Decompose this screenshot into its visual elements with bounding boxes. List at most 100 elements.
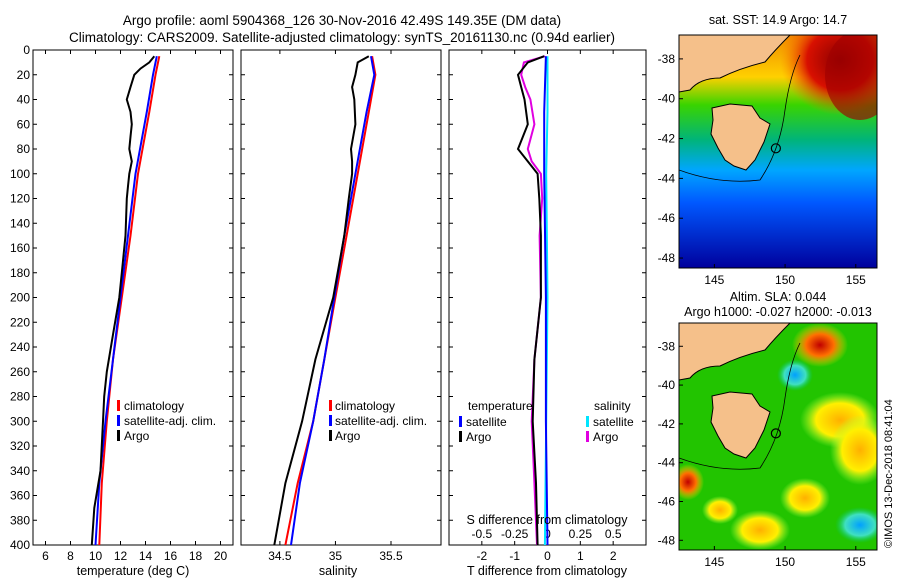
latitude-tick-label: -38 — [658, 52, 676, 66]
legend-swatch-climatology — [329, 400, 332, 411]
temperature-tick-labels: 6 8 10 12 14 16 18 20 — [42, 50, 227, 563]
latitude-tick-label: -44 — [658, 456, 676, 470]
x-tick-label: 34.5 — [268, 549, 292, 563]
sla-high-1 — [792, 323, 848, 367]
sla-map-title: Altim. SLA: 0.044 — [730, 290, 827, 304]
legend-label-satellite: satellite-adj. clim. — [124, 414, 216, 428]
latitude-tick-label: -40 — [658, 92, 676, 106]
legend-label-climatology: climatology — [335, 399, 395, 413]
s-diff-tick-label: 0.5 — [605, 527, 622, 541]
depth-tick-label: 200 — [10, 291, 30, 305]
figure-title-line1: Argo profile: aoml 5904368_126 30-Nov-20… — [123, 13, 561, 28]
shelf-contour — [679, 342, 801, 470]
argo-temperature-line — [90, 55, 156, 545]
longitude-tick-label: 145 — [704, 273, 724, 287]
sla-high-5 — [830, 415, 877, 485]
sla-high-4 — [780, 478, 830, 518]
sla-low-1 — [777, 359, 813, 391]
sst-map-frame — [678, 34, 878, 269]
x-tick-label: 12 — [114, 549, 128, 563]
climatology-salinity-line — [284, 56, 377, 545]
s-diff-tick-label: -0.25 — [501, 527, 529, 541]
depth-tick-label: 40 — [17, 93, 31, 107]
legend-label-argo: Argo — [335, 429, 361, 443]
latitude-tick-label: -40 — [658, 378, 676, 392]
longitude-tick-label: 155 — [846, 555, 866, 569]
latitude-tick-label: -48 — [658, 251, 676, 265]
temperature-axes-frame — [32, 49, 234, 546]
tasmania — [710, 103, 771, 171]
sla-high-3 — [679, 464, 704, 500]
salinity-axes-frame — [240, 49, 442, 546]
mainland-australia — [679, 35, 791, 93]
argo-salinity-line — [273, 55, 370, 545]
x-tick-label: 35.5 — [379, 549, 403, 563]
sla-map-frame — [678, 322, 878, 551]
latitude-tick-label: -44 — [658, 171, 676, 185]
depth-tick-label: 0 — [23, 43, 30, 57]
sla-map-image — [679, 323, 877, 550]
legend-swatch-climatology — [117, 400, 120, 411]
legend-label-satellite: satellite-adj. clim. — [335, 414, 427, 428]
s-difference-tick-labels: -0.5 -0.25 0 0.25 0.5 — [471, 527, 621, 541]
depth-tick-label: 120 — [10, 192, 30, 206]
x-tick-label: 35 — [329, 549, 343, 563]
x-tick-label: 8 — [67, 549, 74, 563]
depth-tick-label: 60 — [17, 117, 31, 131]
x-tick-label: -1 — [509, 549, 520, 563]
sla-high-7 — [702, 496, 738, 524]
x-tick-label: 14 — [139, 549, 153, 563]
latitude-tick-label: -42 — [658, 132, 676, 146]
x-tick-label: 6 — [42, 549, 49, 563]
depth-tick-label: 280 — [10, 390, 30, 404]
longitude-tick-label: 145 — [704, 555, 724, 569]
sla-map-latitude-ticks: -38 -40 -42 -44 -46 -48 — [658, 339, 683, 547]
salinity-depth-ticks — [241, 49, 441, 546]
depth-tick-label: 340 — [10, 464, 30, 478]
sla-map-longitude-ticks: 145 150 155 — [704, 546, 866, 569]
depth-tick-label: 300 — [10, 414, 30, 428]
temperature-panel: 0 20 40 60 80 100 120 140 160 180 200 220 240 260 280 3… — [10, 43, 234, 578]
depth-tick-label: 140 — [10, 216, 30, 230]
legend-swatch-argo-t — [459, 431, 462, 442]
legend-swatch-argo — [117, 430, 120, 441]
depth-tick-label: 260 — [10, 365, 30, 379]
latitude-tick-label: -42 — [658, 417, 676, 431]
depth-tick-label: 220 — [10, 315, 30, 329]
sst-warm-core — [825, 35, 877, 120]
salinity-panel: 34.5 35 35.5 salinity climatology satellit… — [240, 49, 442, 578]
s-diff-tick-label: -0.5 — [471, 527, 492, 541]
x-tick-label: 16 — [164, 549, 178, 563]
longitude-tick-label: 155 — [846, 273, 866, 287]
mainland-australia — [679, 323, 791, 381]
temperature-legend: climatology satellite-adj. clim. Argo — [117, 399, 216, 443]
legend-label-satellite-t: satellite — [466, 415, 507, 429]
latitude-tick-label: -38 — [658, 339, 676, 353]
legend-label-argo: Argo — [124, 429, 150, 443]
depth-tick-labels: 0 20 40 60 80 100 120 140 160 180 200 220 240 260 280 3… — [10, 43, 233, 552]
depth-tick-label: 20 — [17, 68, 31, 82]
x-tick-label: 1 — [577, 549, 584, 563]
depth-tick-label: 400 — [10, 538, 30, 552]
longitude-tick-label: 150 — [775, 555, 795, 569]
sst-map-title: sat. SST: 14.9 Argo: 14.7 — [709, 13, 847, 27]
salinity-tick-labels: 34.5 35 35.5 — [268, 50, 403, 563]
sst-map-longitude-ticks: 145 150 155 — [704, 264, 866, 287]
legend-label-satellite-s: satellite — [593, 415, 634, 429]
difference-depth-ticks — [449, 49, 646, 546]
temperature-axis-label: temperature (deg C) — [77, 564, 190, 578]
legend-swatch-satellite — [329, 415, 332, 426]
salinity-legend: climatology satellite-adj. clim. Argo — [329, 399, 427, 443]
longitude-tick-label: 150 — [775, 273, 795, 287]
salinity-axis-label: salinity — [319, 564, 358, 578]
depth-tick-label: 320 — [10, 439, 30, 453]
x-tick-label: 10 — [89, 549, 103, 563]
sst-map-image — [679, 35, 877, 268]
figure-title-line2: Climatology: CARS2009. Satellite-adjuste… — [69, 30, 615, 45]
x-tick-label: -2 — [476, 549, 487, 563]
sst-map-latitude-ticks: -38 -40 -42 -44 -46 -48 — [658, 52, 683, 265]
x-tick-label: 0 — [544, 549, 551, 563]
legend-label-climatology: climatology — [124, 399, 184, 413]
depth-tick-label: 360 — [10, 489, 30, 503]
